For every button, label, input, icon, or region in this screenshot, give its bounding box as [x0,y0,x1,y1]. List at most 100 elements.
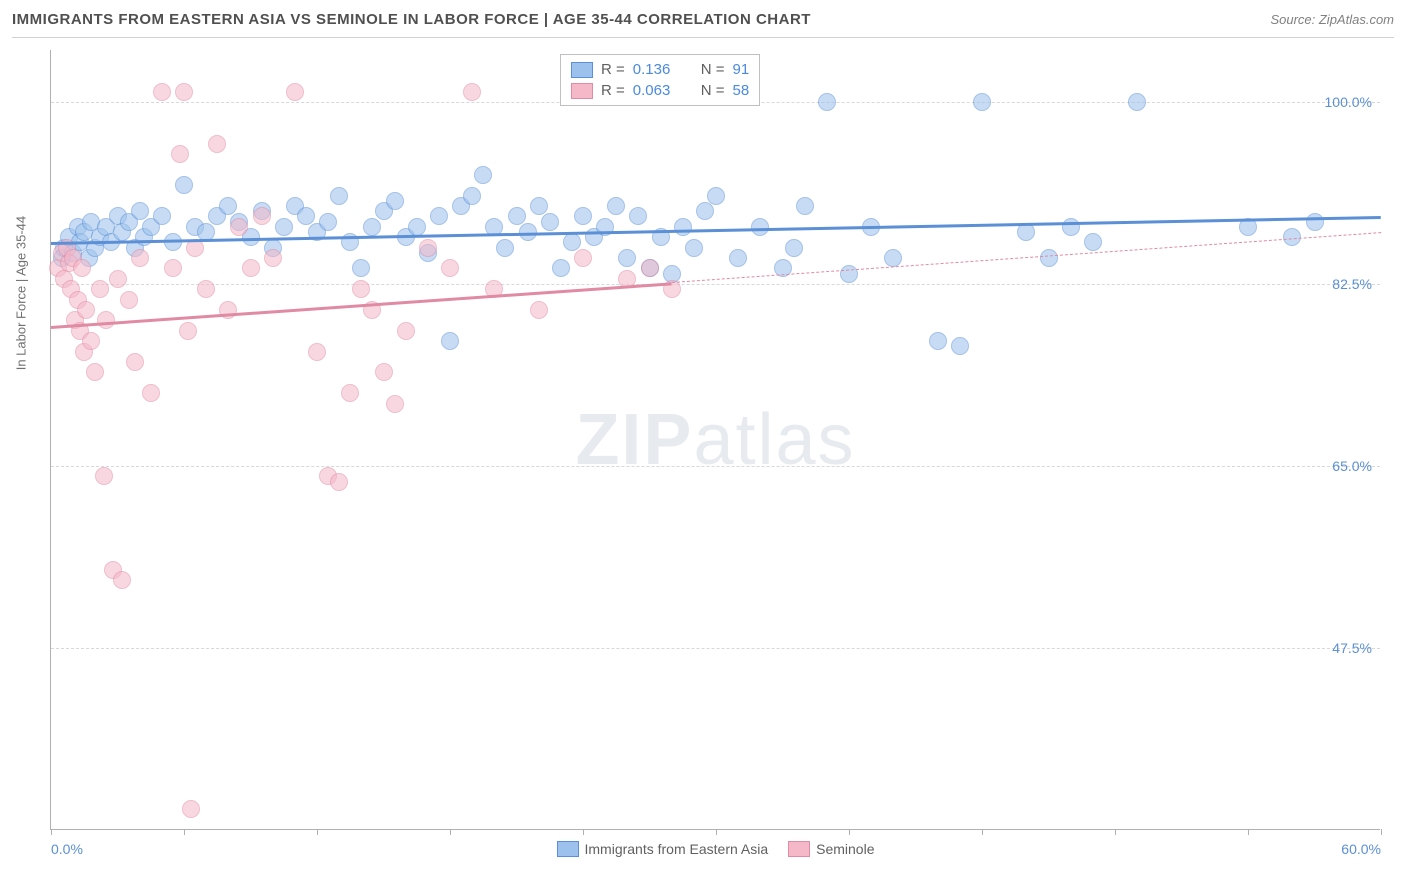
legend-stats-row: R = 0.063 N = 58 [571,80,749,101]
chart-title: IMMIGRANTS FROM EASTERN ASIA VS SEMINOLE… [12,11,811,28]
scatter-point [153,207,171,225]
scatter-point [352,259,370,277]
x-tick [716,829,717,835]
scatter-point [131,202,149,220]
x-tick [1381,829,1382,835]
scatter-point [696,202,714,220]
scatter-point [275,218,293,236]
scatter-point [197,280,215,298]
legend-series: Immigrants from Eastern Asia Seminole [557,841,875,857]
legend-swatch [557,841,579,857]
legend-stats: R =0.136N =91R =0.063N =58 [560,54,760,106]
chart-container: IMMIGRANTS FROM EASTERN ASIA VS SEMINOLE… [0,0,1406,892]
scatter-point [131,249,149,267]
scatter-point [785,239,803,257]
scatter-point [242,259,260,277]
scatter-point [386,192,404,210]
scatter-point [91,280,109,298]
scatter-point [375,363,393,381]
x-tick [51,829,52,835]
x-tick [982,829,983,835]
y-tick-label: 65.0% [1332,458,1372,474]
scatter-point [973,93,991,111]
scatter-point [508,207,526,225]
legend-r-value: 0.063 [633,82,683,99]
scatter-point [751,218,769,236]
x-tick [450,829,451,835]
legend-r-label: R = [601,82,625,99]
scatter-point [319,213,337,231]
scatter-point [1128,93,1146,111]
x-tick [1115,829,1116,835]
legend-n-label: N = [701,82,725,99]
watermark-light: atlas [693,400,855,480]
scatter-point [286,83,304,101]
scatter-point [884,249,902,267]
scatter-point [341,384,359,402]
scatter-point [175,83,193,101]
scatter-point [674,218,692,236]
scatter-point [441,332,459,350]
scatter-point [951,337,969,355]
scatter-point [840,265,858,283]
scatter-point [685,239,703,257]
scatter-point [171,145,189,163]
y-axis-label: In Labor Force | Age 35-44 [14,215,29,369]
scatter-point [463,187,481,205]
scatter-point [86,363,104,381]
legend-series-label: Immigrants from Eastern Asia [585,841,769,857]
scatter-point [77,301,95,319]
source-label: Source: ZipAtlas.com [1270,12,1394,27]
scatter-point [219,197,237,215]
legend-swatch [571,62,593,78]
scatter-point [352,280,370,298]
x-tick [184,829,185,835]
scatter-point [109,270,127,288]
x-tick [317,829,318,835]
legend-stats-row: R =0.136N =91 [571,59,749,80]
scatter-point [541,213,559,231]
scatter-point [419,239,437,257]
scatter-point [330,187,348,205]
watermark: ZIPatlas [575,399,855,481]
legend-n-label: N = [701,61,725,78]
legend-series-item: Immigrants from Eastern Asia [557,841,769,857]
scatter-point [95,467,113,485]
x-tick [849,829,850,835]
scatter-point [641,259,659,277]
scatter-point [796,197,814,215]
legend-n-value: 58 [733,82,750,99]
scatter-point [430,207,448,225]
scatter-point [441,259,459,277]
legend-n-value: 91 [733,61,750,78]
scatter-point [729,249,747,267]
scatter-point [120,291,138,309]
scatter-point [530,197,548,215]
scatter-point [563,233,581,251]
scatter-point [264,249,282,267]
plot-area: In Labor Force | Age 35-44 ZIPatlas 47.5… [50,50,1380,830]
scatter-point [97,311,115,329]
x-tick-label: 60.0% [1341,841,1381,857]
scatter-point [297,207,315,225]
scatter-point [408,218,426,236]
scatter-point [1040,249,1058,267]
scatter-point [253,207,271,225]
scatter-point [179,322,197,340]
scatter-point [1306,213,1324,231]
scatter-point [818,93,836,111]
legend-series-item: Seminole [788,841,874,857]
scatter-point [929,332,947,350]
legend-r-label: R = [601,61,625,78]
gridline [51,466,1380,467]
scatter-point [82,332,100,350]
gridline [51,648,1380,649]
x-tick [583,829,584,835]
scatter-point [126,353,144,371]
scatter-point [397,322,415,340]
scatter-point [230,218,248,236]
watermark-bold: ZIP [575,400,693,480]
scatter-point [175,176,193,194]
legend-swatch [788,841,810,857]
scatter-point [363,218,381,236]
